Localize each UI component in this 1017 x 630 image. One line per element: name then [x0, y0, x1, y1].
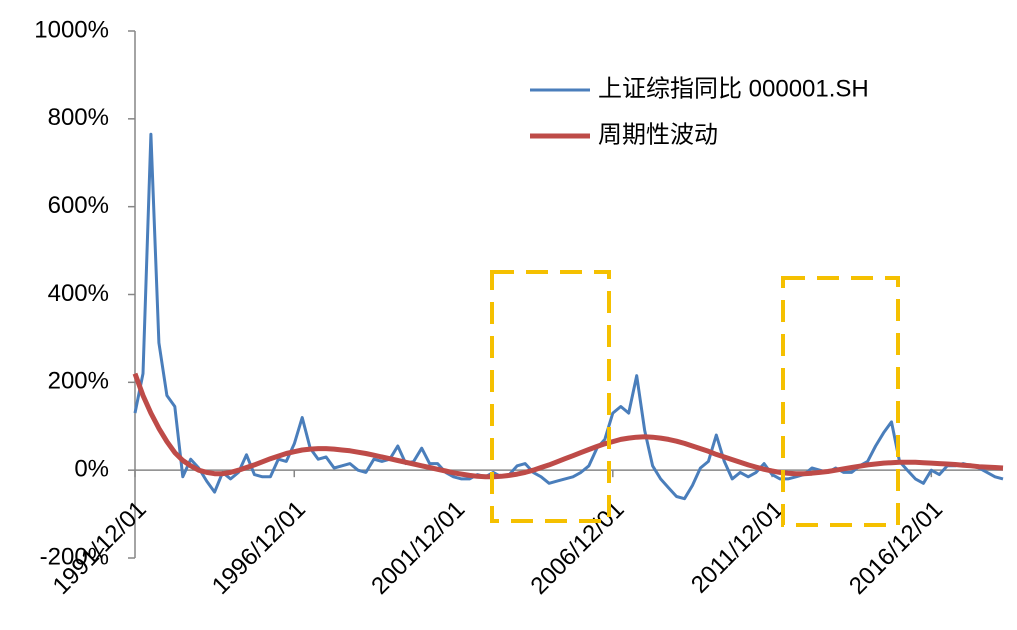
y-tick-label: 600%	[48, 192, 109, 219]
y-tick-label: 200%	[48, 368, 109, 395]
x-tick-label: 2001/12/01	[366, 496, 470, 600]
y-tick-label: 0%	[74, 456, 109, 483]
highlight-box	[781, 276, 900, 527]
highlight-box	[490, 270, 611, 523]
legend-label: 周期性波动	[598, 121, 718, 148]
x-tick-label: 1996/12/01	[207, 496, 311, 600]
y-tick-label: 1000%	[34, 16, 109, 43]
series-line	[133, 132, 1004, 501]
plot: -200%0%200%400%600%800%1000%1991/12/01 19…	[34, 16, 1004, 600]
y-tick-label: -200%	[40, 543, 109, 570]
legend-label: 上证综指同比 000001.SH	[598, 75, 869, 102]
y-tick-label: 800%	[48, 104, 109, 131]
y-tick-label: 400%	[48, 280, 109, 307]
x-tick-label: 2006/12/01	[525, 496, 629, 600]
x-tick-label: 2011/12/01	[686, 496, 789, 599]
series-line	[132, 372, 1004, 480]
